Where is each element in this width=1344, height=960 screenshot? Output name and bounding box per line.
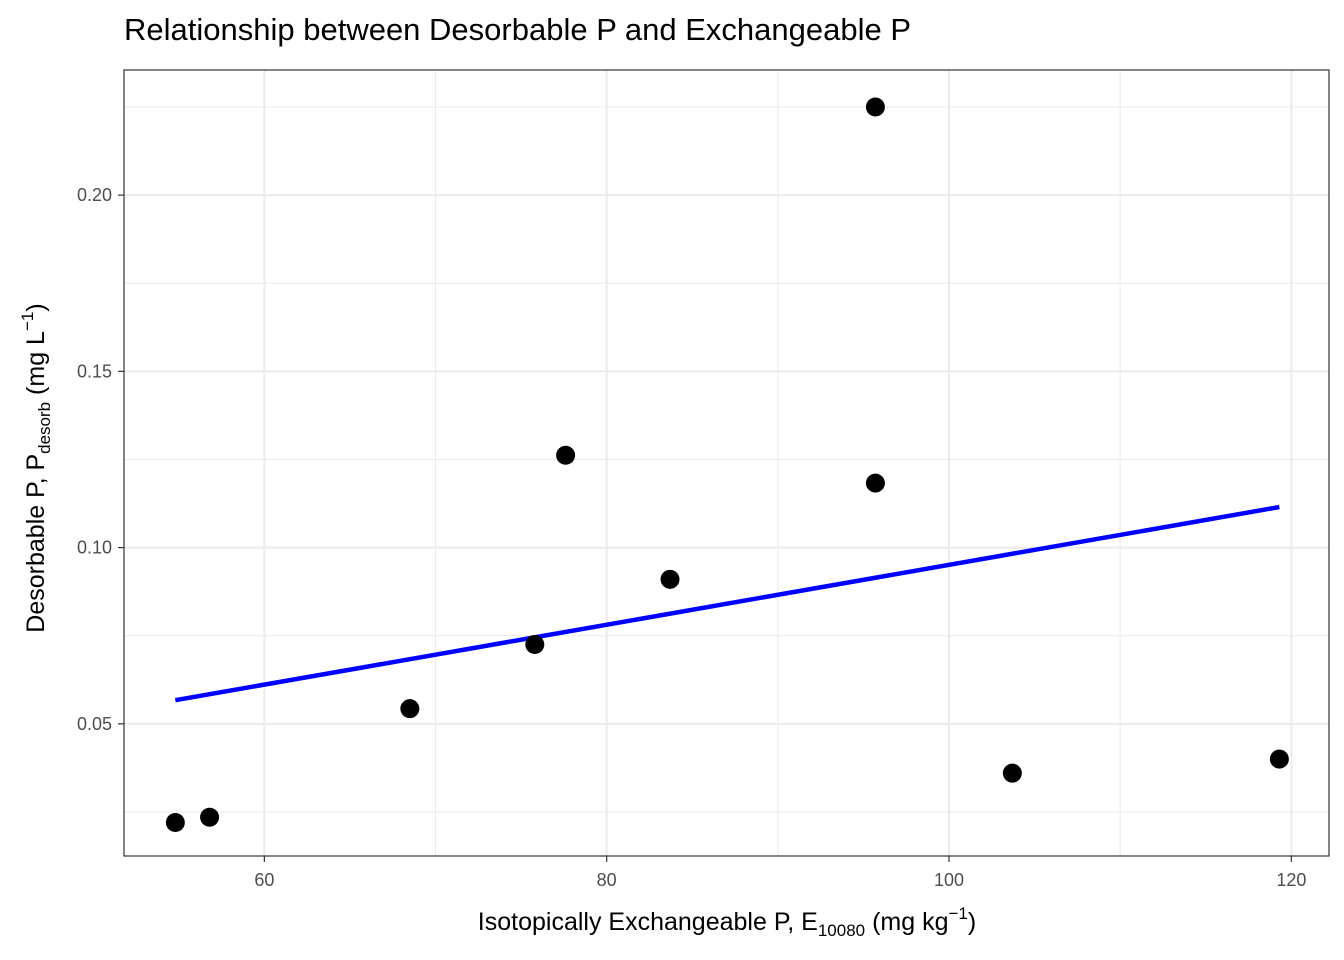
data-point-4 <box>556 445 576 465</box>
y-axis-title-main: Desorbable P, P <box>22 454 50 633</box>
y-axis-title-unit: (mg L <box>22 331 50 402</box>
y-tick-label: 0.10 <box>77 538 112 558</box>
x-axis-title: Isotopically Exchangeable P, E10080 (mg … <box>478 904 976 940</box>
data-point-0 <box>165 813 185 833</box>
data-point-2 <box>400 699 420 719</box>
x-tick-label: 60 <box>254 870 274 890</box>
x-tick-label: 120 <box>1276 870 1306 890</box>
data-point-5 <box>660 569 680 589</box>
fit-line-group <box>174 504 1280 703</box>
grid-minor <box>124 70 1329 856</box>
chart-title: Relationship between Desorbable P and Ex… <box>124 12 911 47</box>
y-axis-ticks: 0.05 0.10 0.15 0.20 <box>77 185 124 734</box>
x-axis-title-sup: −1 <box>948 904 967 923</box>
y-tick-label: 0.05 <box>77 714 112 734</box>
data-point-7 <box>865 473 885 493</box>
data-point-3 <box>525 635 545 655</box>
x-axis-title-sub: 10080 <box>818 921 865 940</box>
grid-major <box>124 70 1329 856</box>
data-point-1 <box>200 807 220 827</box>
x-tick-label: 100 <box>934 870 964 890</box>
data-points <box>165 97 1289 833</box>
y-axis-title-sup: −1 <box>18 312 37 331</box>
x-axis-ticks: 60 80 100 120 <box>254 856 1306 890</box>
x-axis-title-main: Isotopically Exchangeable P, E <box>478 908 818 936</box>
x-tick-label: 80 <box>597 870 617 890</box>
x-axis-title-unit: (mg kg <box>865 908 948 936</box>
y-axis-title-close: ) <box>22 303 50 311</box>
y-axis-title-sub: desorb <box>35 402 54 454</box>
x-axis-title-close: ) <box>968 908 976 936</box>
y-tick-label: 0.15 <box>77 361 112 381</box>
panel-border <box>123 69 1330 857</box>
data-point-6 <box>865 97 885 117</box>
y-axis-title: Desorbable P, Pdesorb (mg L−1) <box>18 303 54 632</box>
data-point-9 <box>1269 749 1289 769</box>
y-tick-label: 0.20 <box>77 185 112 205</box>
data-point-8 <box>1002 763 1022 783</box>
fit-line <box>174 504 1280 703</box>
